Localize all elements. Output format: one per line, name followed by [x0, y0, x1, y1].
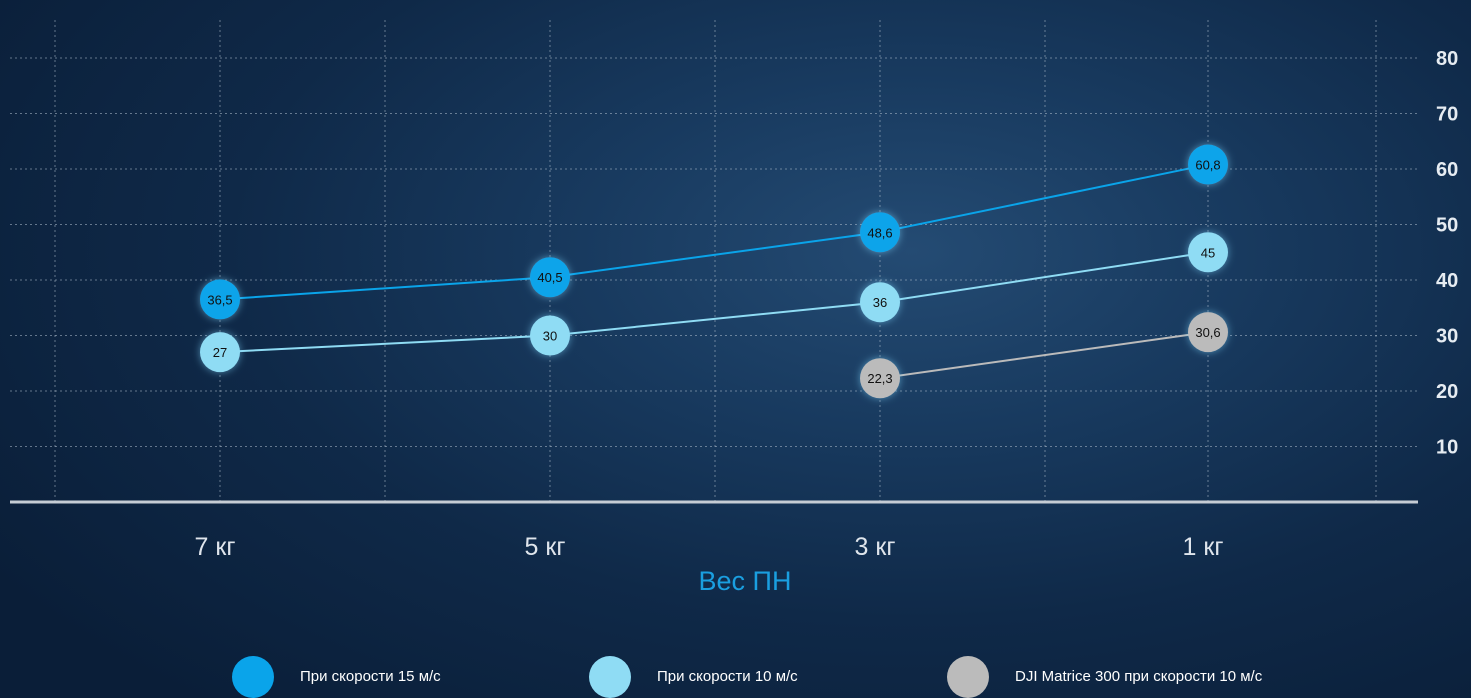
data-point: 36 [860, 282, 900, 323]
data-point-marker [530, 257, 570, 298]
series-line-segment [549, 301, 881, 337]
data-point-marker [1188, 232, 1228, 273]
x-tick-label: 7 кг [195, 533, 236, 561]
series-line-segment [219, 276, 551, 301]
data-point: 48,6 [860, 212, 900, 253]
y-tick-label: 10 [1436, 437, 1458, 459]
y-tick-label: 50 [1436, 215, 1458, 237]
y-tick-label: 80 [1436, 48, 1458, 70]
y-tick-label: 70 [1436, 104, 1458, 126]
grid [10, 20, 1418, 502]
y-tick-label: 60 [1436, 159, 1458, 181]
data-point: 30,6 [1188, 312, 1228, 353]
data-point-marker [1188, 144, 1228, 185]
data-point-marker [860, 212, 900, 253]
x-axis-ticks: 7 кг 5 кг 3 кг 1 кг [195, 533, 1224, 561]
data-point: 30 [530, 315, 570, 356]
x-tick-label: 5 кг [525, 533, 566, 561]
y-tick-label: 20 [1436, 381, 1458, 403]
data-point-label: 40,5 [537, 270, 562, 285]
series-line-segment [879, 331, 1209, 380]
data-point-marker [200, 279, 240, 320]
x-tick-label: 1 кг [1183, 533, 1224, 561]
legend-label-dji: DJI Matrice 300 при скорости 10 м/с [1015, 668, 1263, 685]
x-axis-label: Вес ПН [699, 566, 792, 596]
series-points: 36,5 40,5 48,6 60,8 27 30 36 45 22,3 30,6 [200, 144, 1228, 399]
x-tick-label: 3 кг [855, 533, 896, 561]
data-point: 40,5 [530, 257, 570, 298]
series-line-segment [879, 163, 1209, 234]
data-point-marker [860, 358, 900, 399]
legend-swatch-15ms [232, 656, 274, 698]
series-line-segment [879, 251, 1209, 304]
data-point-label: 48,6 [867, 225, 892, 240]
data-point-label: 30,6 [1195, 325, 1220, 340]
data-point-label: 45 [1201, 245, 1215, 260]
data-point: 27 [200, 332, 240, 373]
y-tick-label: 40 [1436, 270, 1458, 292]
data-point: 22,3 [860, 358, 900, 399]
data-point-label: 36 [873, 295, 887, 310]
legend-swatch-dji [947, 656, 989, 698]
data-point-label: 30 [543, 329, 557, 344]
data-point-label: 60,8 [1195, 158, 1220, 173]
data-point-label: 27 [213, 345, 227, 360]
series-line-segment [549, 231, 881, 279]
data-point: 45 [1188, 232, 1228, 273]
legend-swatch-10ms [589, 656, 631, 698]
data-point: 36,5 [200, 279, 240, 320]
data-point-marker [530, 315, 570, 356]
legend: При скорости 15 м/с При скорости 10 м/с … [0, 654, 1471, 698]
legend-label-10ms: При скорости 10 м/с [657, 668, 798, 685]
data-point-label: 22,3 [867, 371, 892, 386]
y-tick-label: 30 [1436, 326, 1458, 348]
data-point-marker [1188, 312, 1228, 353]
data-point: 60,8 [1188, 144, 1228, 185]
data-point-marker [860, 282, 900, 323]
data-point-label: 36,5 [207, 292, 232, 307]
y-axis-ticks: 10 20 30 40 50 60 70 80 [1436, 48, 1458, 459]
series-line-segment [219, 334, 551, 354]
legend-label-15ms: При скорости 15 м/с [300, 668, 441, 685]
data-point-marker [200, 332, 240, 373]
series-lines [219, 163, 1209, 380]
